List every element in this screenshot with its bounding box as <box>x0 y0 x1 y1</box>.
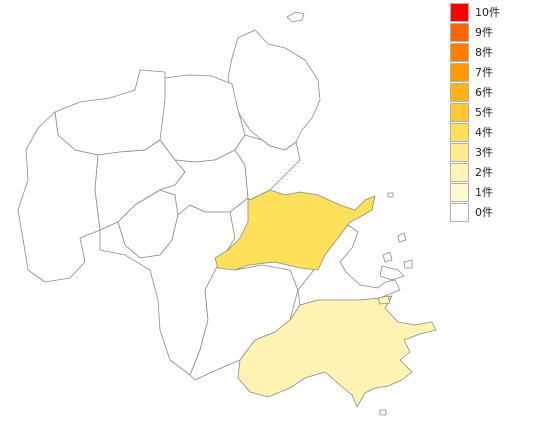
legend-swatch <box>450 202 469 222</box>
legend-item: 0件 <box>450 202 500 222</box>
region-central-north-4[interactable] <box>214 189 376 271</box>
legend-label: 9件 <box>475 26 493 39</box>
legend-label: 4件 <box>475 126 493 139</box>
legend-label: 2件 <box>475 166 493 179</box>
legend-swatch <box>450 162 469 182</box>
island-east-5 <box>379 265 405 281</box>
legend-swatch <box>450 122 469 142</box>
legend-label: 6件 <box>475 86 493 99</box>
legend-label: 1件 <box>475 186 493 199</box>
region-northwest[interactable] <box>54 69 166 156</box>
legend-swatch <box>450 182 469 202</box>
legend: 10件 9件 8件 7件 6件 5件 4件 3件 2件 1件 0件 <box>450 2 500 222</box>
island-east-4 <box>403 259 413 269</box>
island-east-3 <box>382 251 393 263</box>
legend-swatch <box>450 102 469 122</box>
legend-swatch <box>450 2 469 22</box>
legend-item: 1件 <box>450 182 500 202</box>
legend-label: 5件 <box>475 106 493 119</box>
legend-item: 7件 <box>450 62 500 82</box>
legend-label: 7件 <box>475 66 493 79</box>
legend-item: 10件 <box>450 2 500 22</box>
legend-item: 3件 <box>450 142 500 162</box>
island-north <box>286 11 305 23</box>
legend-label: 3件 <box>475 146 493 159</box>
region-north-center[interactable] <box>157 74 246 163</box>
island-east-6 <box>377 295 391 305</box>
island-east-1 <box>387 192 394 198</box>
legend-swatch <box>450 42 469 62</box>
region-west-coast[interactable] <box>17 111 101 283</box>
legend-label: 8件 <box>475 46 493 59</box>
legend-label: 0件 <box>475 206 493 219</box>
legend-item: 8件 <box>450 42 500 62</box>
legend-swatch <box>450 82 469 102</box>
legend-item: 9件 <box>450 22 500 42</box>
legend-swatch <box>450 22 469 42</box>
legend-swatch <box>450 142 469 162</box>
legend-label: 10件 <box>475 6 500 19</box>
legend-item: 4件 <box>450 122 500 142</box>
legend-item: 2件 <box>450 162 500 182</box>
legend-swatch <box>450 62 469 82</box>
island-south <box>379 409 387 416</box>
legend-item: 6件 <box>450 82 500 102</box>
region-center-east[interactable] <box>234 134 301 201</box>
island-east-2 <box>397 232 407 243</box>
legend-item: 5件 <box>450 102 500 122</box>
